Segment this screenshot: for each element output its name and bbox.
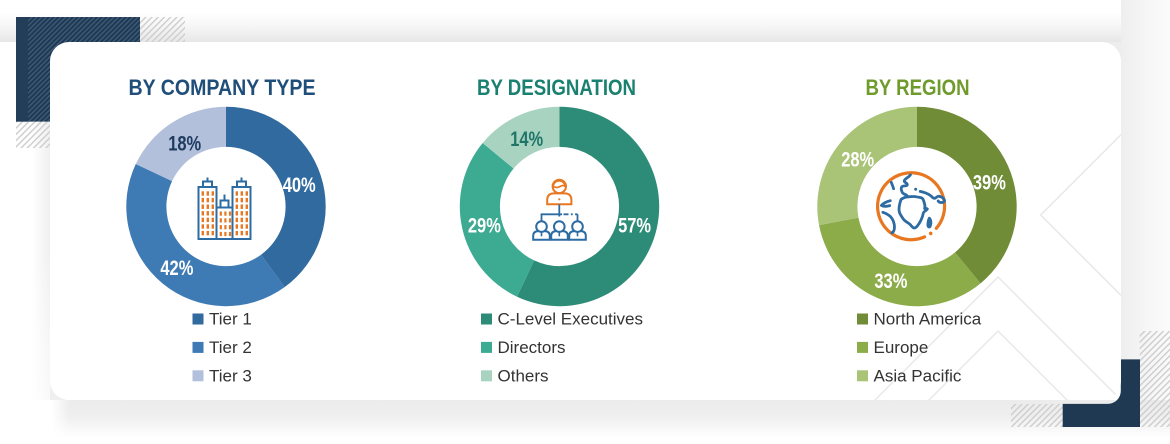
- svg-text:Tier 2: Tier 2: [209, 338, 252, 357]
- svg-text:57%: 57%: [618, 215, 651, 238]
- svg-text:39%: 39%: [973, 172, 1006, 195]
- svg-text:North America: North America: [874, 310, 982, 329]
- svg-text:Asia Pacific: Asia Pacific: [874, 366, 962, 385]
- svg-text:28%: 28%: [841, 149, 874, 172]
- svg-text:BY COMPANY TYPE: BY COMPANY TYPE: [129, 75, 316, 100]
- svg-text:Directors: Directors: [498, 338, 566, 357]
- svg-text:C-Level Executives: C-Level Executives: [498, 310, 644, 329]
- svg-text:40%: 40%: [283, 174, 316, 197]
- svg-text:29%: 29%: [468, 215, 501, 238]
- svg-text:Others: Others: [498, 366, 549, 385]
- svg-text:18%: 18%: [168, 133, 201, 156]
- svg-text:Europe: Europe: [874, 338, 929, 357]
- svg-text:33%: 33%: [874, 270, 907, 293]
- svg-text:14%: 14%: [510, 128, 543, 151]
- svg-text:Tier 1: Tier 1: [209, 310, 252, 329]
- svg-text:BY DESIGNATION: BY DESIGNATION: [477, 75, 636, 100]
- svg-text:42%: 42%: [160, 257, 193, 280]
- svg-text:Tier 3: Tier 3: [209, 366, 252, 385]
- svg-text:BY REGION: BY REGION: [866, 75, 970, 100]
